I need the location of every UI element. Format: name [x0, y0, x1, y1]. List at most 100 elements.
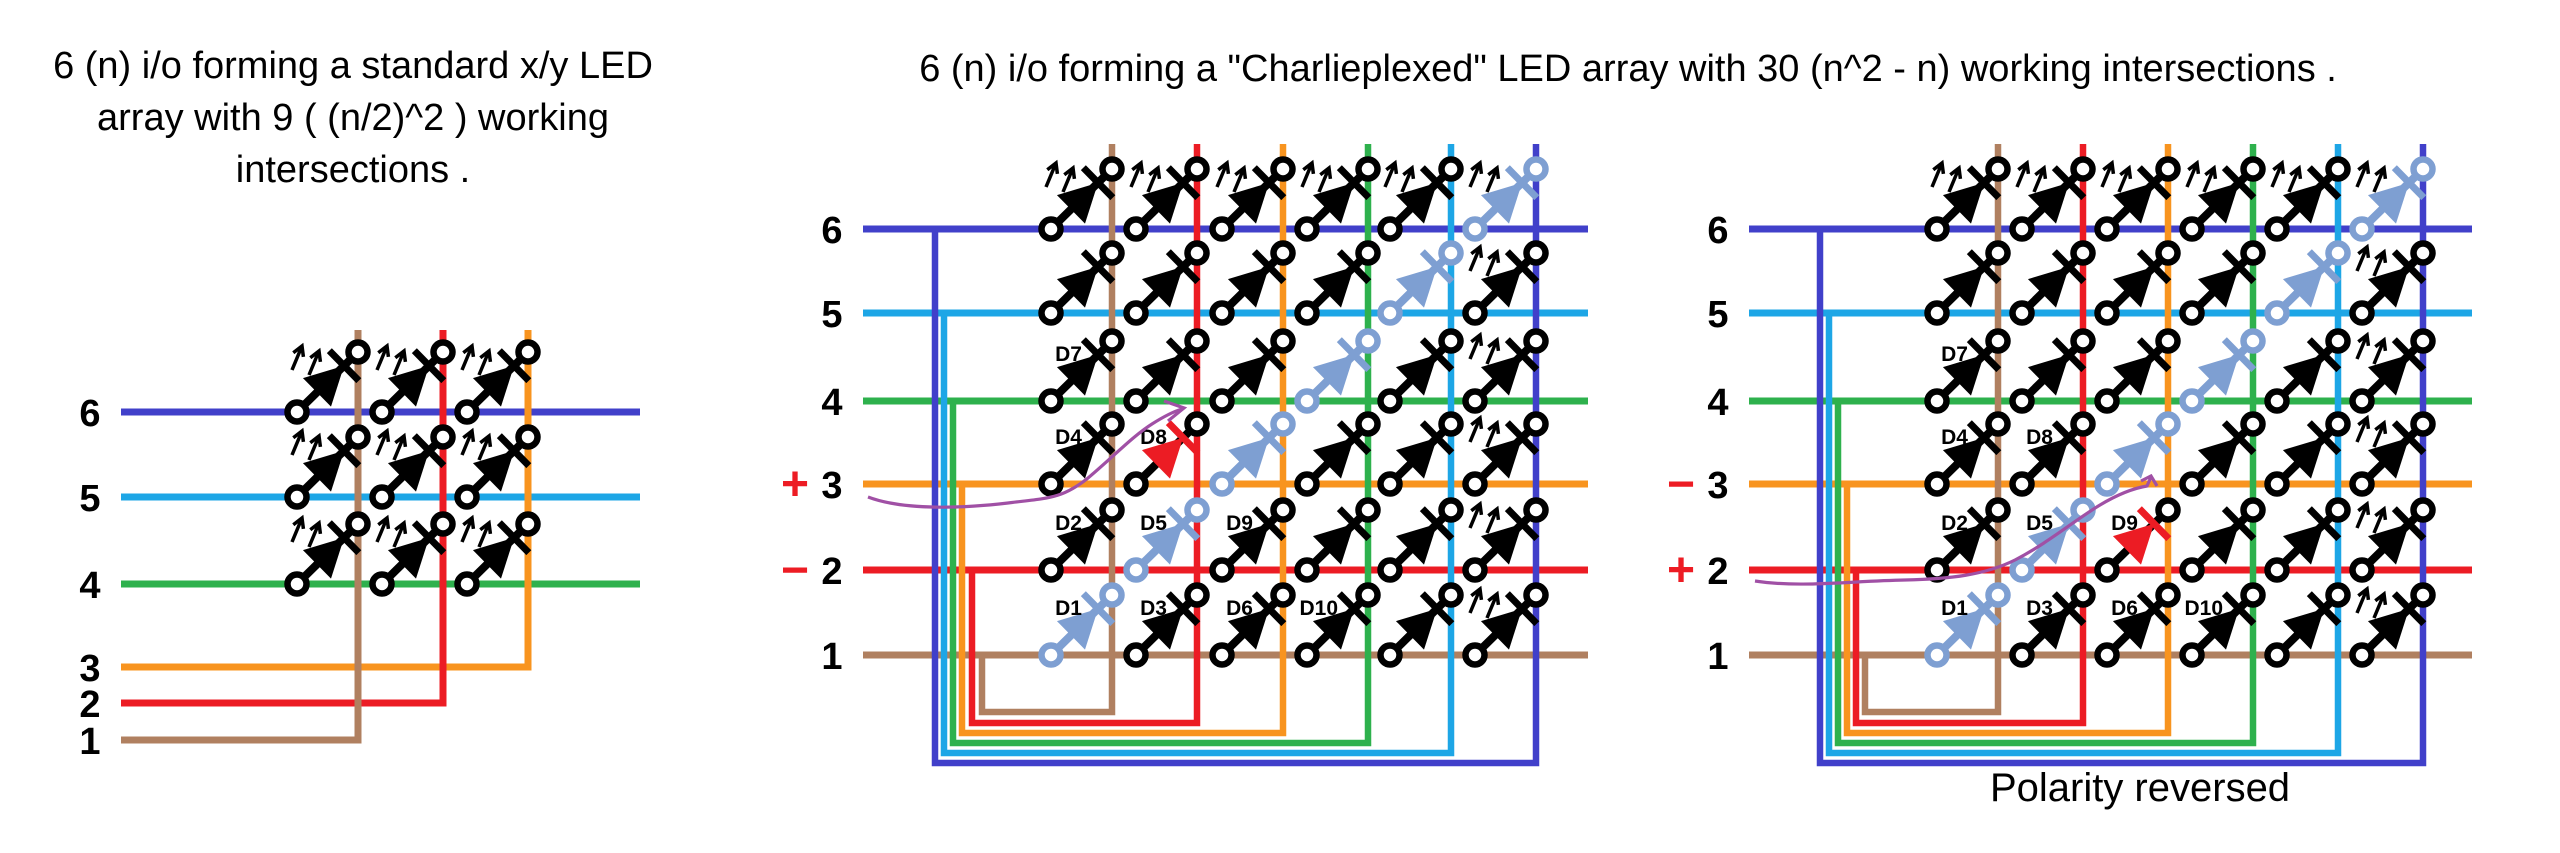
led-icon-r5c4 — [1294, 240, 1381, 326]
minus-sign: − — [1667, 458, 1695, 511]
led-cathode-bar — [2306, 420, 2342, 456]
led-cathode-bar — [1419, 591, 1455, 627]
light-emission-arrow-icon — [392, 432, 408, 461]
led-icon — [454, 511, 541, 597]
led-label-D10: D10 — [1299, 597, 1338, 620]
light-emission-arrow-icon — [375, 427, 391, 456]
led-terminal — [1355, 328, 1381, 354]
lit-led-icon-r2c3 — [2094, 497, 2181, 583]
led-terminal — [1985, 497, 2011, 523]
plus-sign: + — [1667, 544, 1695, 597]
led-cathode-bar — [2051, 337, 2087, 373]
led-terminal — [2264, 388, 2290, 414]
led-terminal — [515, 511, 541, 537]
led-terminal — [1294, 216, 1320, 242]
led-terminal — [2264, 642, 2290, 668]
light-emission-arrow-icon — [2372, 336, 2388, 365]
led-terminal — [1038, 300, 1064, 326]
led-terminal — [2410, 411, 2436, 437]
wire-column-3 — [1843, 144, 2172, 737]
standard-array-title: 6 (n) i/o forming a standard x/y LED arr… — [38, 40, 668, 196]
light-emission-arrow-icon — [2372, 419, 2388, 448]
led-terminal — [1209, 216, 1235, 242]
led-icon-r5c3 — [2094, 240, 2181, 326]
led-label-D3: D3 — [2026, 597, 2053, 620]
led-icon-r5c6 — [2349, 240, 2436, 326]
led-anode-triangle — [2367, 182, 2410, 224]
polarity-reversed-caption: Polarity reversed — [1989, 766, 2291, 810]
light-emission-arrow-icon — [1468, 243, 1484, 272]
led-anode-triangle — [387, 537, 430, 579]
led-terminal — [1099, 582, 1125, 608]
led-cathode-bar — [1504, 591, 1540, 627]
light-emission-arrow-icon — [1485, 248, 1501, 277]
led-anode-triangle — [1480, 266, 1523, 308]
led-anode-triangle — [2112, 354, 2155, 396]
wire-column-4 — [1834, 144, 2257, 747]
led-label-D10: D10 — [2184, 597, 2223, 620]
unusable-led-icon-r2c2 — [1123, 497, 1210, 583]
led-cathode-bar — [2391, 249, 2427, 285]
led-icon-r6c5 — [1377, 156, 1464, 242]
led-cathode-bar — [1419, 420, 1455, 456]
led-terminal — [2070, 582, 2096, 608]
led-icon-r6c4 — [1294, 156, 1381, 242]
led-terminal — [2240, 240, 2266, 266]
led-cathode-bar — [2306, 249, 2342, 285]
led-icon-r4c2 — [1123, 328, 1210, 414]
led-cathode-bar — [2221, 165, 2257, 201]
io-number-4: 4 — [1707, 382, 1728, 424]
led-icon-r4c1 — [1038, 328, 1125, 414]
led-terminal — [1294, 388, 1320, 414]
led-icon-r3c1 — [1038, 411, 1125, 497]
led-cathode-bar — [2391, 420, 2427, 456]
io-number-2: 2 — [1707, 551, 1728, 593]
led-cathode-bar — [2391, 506, 2427, 542]
led-terminal — [1099, 156, 1125, 182]
led-cathode-bar — [2221, 337, 2257, 373]
led-cathode-bar — [2221, 506, 2257, 542]
row-number-6: 6 — [79, 393, 100, 435]
led-cathode-bar — [2391, 165, 2427, 201]
led-cathode-bar — [1251, 506, 1287, 542]
led-terminal — [2264, 300, 2290, 326]
led-terminal — [1462, 471, 1488, 497]
led-terminal — [1985, 156, 2011, 182]
led-cathode-bar — [1165, 249, 1201, 285]
led-anode-triangle — [1056, 182, 1099, 224]
led-terminal — [1270, 582, 1296, 608]
led-label-D5: D5 — [1140, 512, 1167, 535]
led-anode-triangle — [2027, 266, 2070, 308]
led-anode-triangle — [2367, 437, 2410, 479]
light-emission-arrow-icon — [2270, 159, 2286, 188]
led-terminal — [2240, 411, 2266, 437]
led-terminal — [1123, 216, 1149, 242]
led-terminal — [2410, 240, 2436, 266]
led-terminal — [284, 484, 310, 510]
led-cathode-bar — [1080, 165, 1116, 201]
led-terminal — [1270, 411, 1296, 437]
led-cathode-bar — [1336, 506, 1372, 542]
led-icon-r2c3 — [1209, 497, 1296, 583]
led-terminal — [2240, 497, 2266, 523]
led-anode-triangle — [387, 365, 430, 407]
light-emission-arrow-icon — [1146, 164, 1162, 193]
led-anode-triangle — [1942, 266, 1985, 308]
led-terminal — [1209, 642, 1235, 668]
led-anode-triangle — [1056, 437, 1099, 479]
led-terminal — [2325, 497, 2351, 523]
led-terminal — [2094, 216, 2120, 242]
led-cathode-bar — [2136, 591, 2172, 627]
led-terminal — [1355, 156, 1381, 182]
led-terminal — [2264, 216, 2290, 242]
io-number-6: 6 — [821, 210, 842, 252]
led-icon — [369, 424, 456, 510]
led-terminal — [1462, 557, 1488, 583]
led-terminal — [1209, 557, 1235, 583]
led-anode-triangle — [1141, 523, 1184, 565]
led-terminal — [2070, 156, 2096, 182]
light-emission-arrow-icon — [1468, 500, 1484, 529]
led-cathode-bar — [1080, 249, 1116, 285]
led-terminal — [1377, 388, 1403, 414]
led-cathode-bar — [2391, 337, 2427, 373]
